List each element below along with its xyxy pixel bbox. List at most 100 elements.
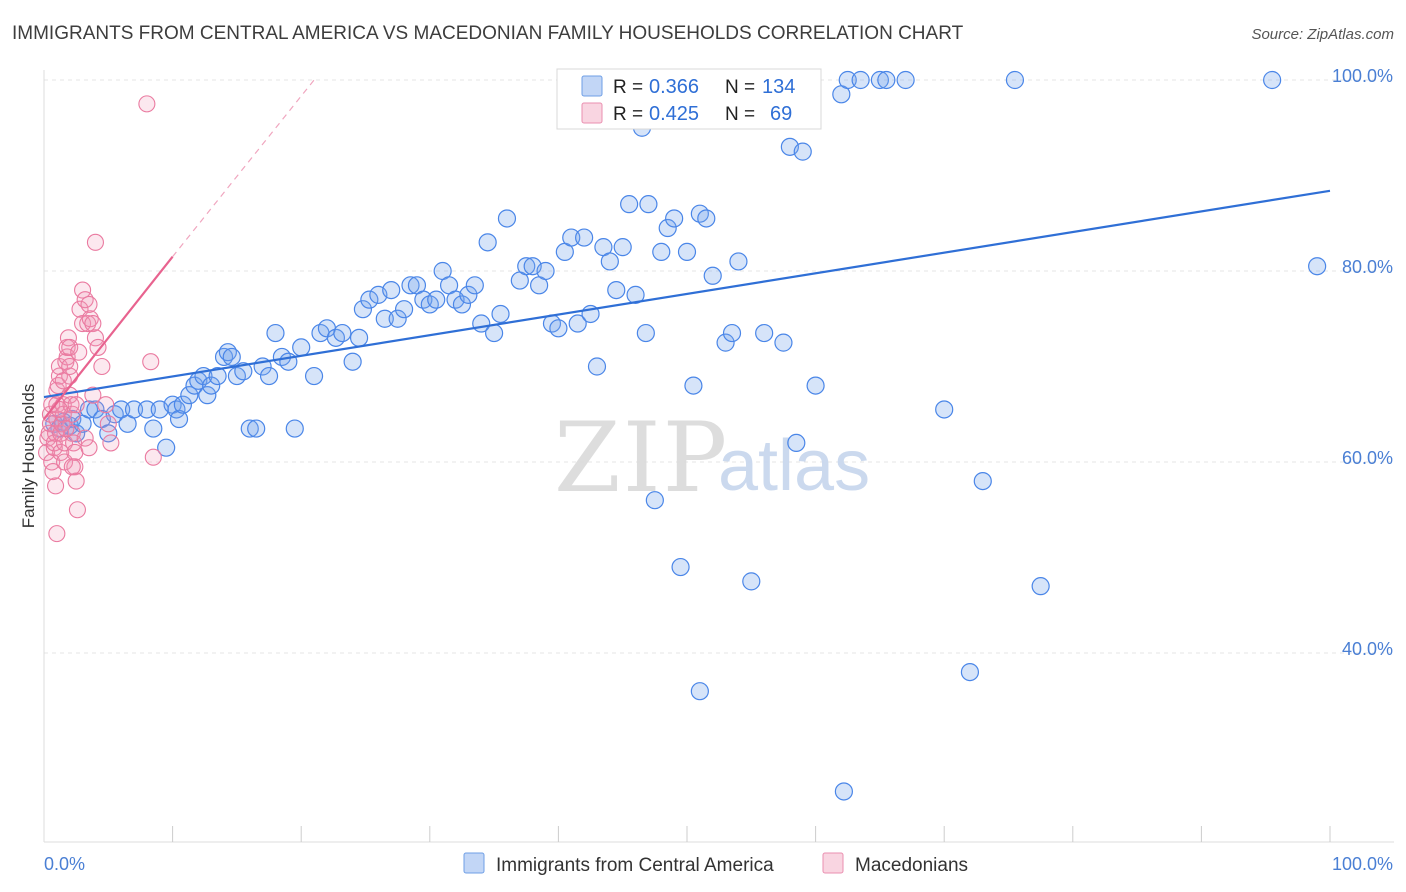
point-central-america-52 bbox=[360, 290, 379, 309]
point-central-america-106 bbox=[729, 252, 748, 271]
point-central-america-55 bbox=[382, 281, 401, 300]
point-central-america-98 bbox=[665, 209, 684, 228]
point-macedonians-58 bbox=[86, 233, 104, 251]
point-central-america-120 bbox=[973, 472, 992, 491]
point-central-america-72 bbox=[491, 304, 510, 324]
point-macedonians-48 bbox=[86, 329, 104, 347]
point-central-america-62 bbox=[427, 290, 446, 309]
point-central-america-86 bbox=[587, 357, 607, 376]
point-central-america-129 bbox=[834, 782, 853, 801]
x-axis-ticks bbox=[172, 826, 1331, 842]
point-central-america-32 bbox=[222, 347, 241, 367]
point-central-america-91 bbox=[620, 195, 639, 214]
stats-legend-box bbox=[556, 68, 822, 130]
point-macedonians-68 bbox=[76, 429, 94, 447]
point-macedonians-67 bbox=[57, 420, 75, 438]
point-central-america-16 bbox=[144, 419, 163, 438]
series-central-america-points bbox=[45, 70, 1327, 801]
point-central-america-57 bbox=[394, 300, 414, 319]
point-macedonians-44 bbox=[79, 314, 97, 333]
point-central-america-110 bbox=[787, 433, 806, 452]
point-central-america-14 bbox=[124, 400, 144, 419]
legend-swatch-blue bbox=[581, 75, 603, 97]
point-central-america-35 bbox=[240, 419, 259, 438]
point-macedonians-47 bbox=[84, 314, 102, 333]
x-tick-label-0: 0.0% bbox=[44, 854, 85, 874]
point-macedonians-54 bbox=[48, 525, 66, 543]
point-central-america-15 bbox=[137, 400, 156, 419]
series-macedonians-points bbox=[38, 95, 162, 543]
point-central-america-28 bbox=[202, 376, 221, 395]
point-central-america-21 bbox=[169, 409, 189, 429]
point-macedonians-55 bbox=[63, 458, 81, 476]
point-macedonians-32 bbox=[63, 405, 81, 423]
legend-r-value-blue: 0.366 bbox=[649, 76, 699, 98]
point-central-america-36 bbox=[247, 419, 266, 438]
point-macedonians-61 bbox=[144, 448, 162, 466]
point-macedonians-41 bbox=[74, 281, 92, 299]
point-central-america-4 bbox=[63, 409, 82, 429]
point-central-america-89 bbox=[607, 281, 626, 300]
point-macedonians-45 bbox=[80, 295, 98, 313]
point-central-america-27 bbox=[198, 386, 217, 405]
point-central-america-44 bbox=[304, 366, 324, 386]
point-macedonians-35 bbox=[66, 443, 84, 462]
y-axis-label: Family Households bbox=[19, 384, 38, 529]
legend-n-label-blue: N = bbox=[725, 77, 755, 98]
point-central-america-127 bbox=[690, 682, 709, 701]
point-macedonians-59 bbox=[138, 95, 156, 113]
point-central-america-128 bbox=[742, 572, 761, 591]
point-macedonians-50 bbox=[93, 357, 111, 376]
point-central-america-34 bbox=[234, 362, 253, 381]
legend-swatch-pink bbox=[581, 102, 603, 124]
point-macedonians-53 bbox=[102, 434, 120, 452]
point-central-america-80 bbox=[549, 319, 568, 338]
y-tick-label-1: 60.0% bbox=[1342, 448, 1393, 468]
point-central-america-118 bbox=[896, 70, 915, 90]
point-central-america-112 bbox=[806, 376, 825, 395]
point-central-america-115 bbox=[851, 70, 870, 90]
point-central-america-117 bbox=[877, 70, 896, 90]
point-central-america-68 bbox=[465, 276, 484, 295]
bottom-legend-label-pink: Macedonians bbox=[855, 855, 968, 876]
point-macedonians-28 bbox=[61, 338, 79, 356]
point-central-america-83 bbox=[568, 314, 587, 333]
point-central-america-54 bbox=[375, 309, 394, 328]
point-central-america-100 bbox=[684, 376, 703, 395]
point-central-america-10 bbox=[99, 424, 118, 443]
point-central-america-50 bbox=[349, 328, 369, 347]
point-central-america-70 bbox=[478, 233, 497, 252]
point-central-america-94 bbox=[636, 323, 655, 343]
point-central-america-58 bbox=[401, 276, 420, 295]
trendlines bbox=[43, 79, 1331, 420]
point-central-america-66 bbox=[452, 295, 472, 314]
point-central-america-43 bbox=[292, 338, 311, 357]
point-central-america-97 bbox=[658, 218, 677, 238]
point-central-america-75 bbox=[517, 257, 536, 276]
point-central-america-23 bbox=[180, 386, 199, 405]
point-central-america-22 bbox=[173, 395, 192, 414]
point-central-america-96 bbox=[652, 242, 671, 261]
point-central-america-121 bbox=[1005, 70, 1025, 90]
x-tick-labels: 0.0% 100.0% bbox=[44, 854, 1393, 874]
point-central-america-39 bbox=[266, 323, 285, 343]
point-central-america-99 bbox=[677, 242, 697, 261]
point-central-america-84 bbox=[575, 228, 594, 247]
point-central-america-48 bbox=[333, 323, 352, 343]
point-central-america-116 bbox=[870, 70, 890, 90]
point-macedonians-51 bbox=[97, 396, 115, 414]
point-central-america-104 bbox=[716, 333, 735, 352]
legend-n-label-pink: N = bbox=[725, 104, 755, 125]
y-tick-labels: 40.0% 60.0% 80.0% 100.0% bbox=[1332, 66, 1393, 659]
point-macedonians-18 bbox=[52, 443, 70, 462]
point-central-america-71 bbox=[485, 323, 504, 343]
legend-r-label-blue: R = bbox=[613, 77, 643, 98]
point-central-america-73 bbox=[497, 209, 517, 228]
point-central-america-56 bbox=[388, 309, 407, 328]
series-legend: Immigrants from Central America Macedoni… bbox=[463, 852, 968, 876]
point-central-america-107 bbox=[755, 323, 774, 343]
point-macedonians-60 bbox=[142, 353, 160, 371]
point-macedonians-38 bbox=[68, 501, 86, 519]
y-tick-label-2: 80.0% bbox=[1342, 257, 1393, 277]
chart-source: Source: ZipAtlas.com bbox=[1251, 26, 1394, 43]
